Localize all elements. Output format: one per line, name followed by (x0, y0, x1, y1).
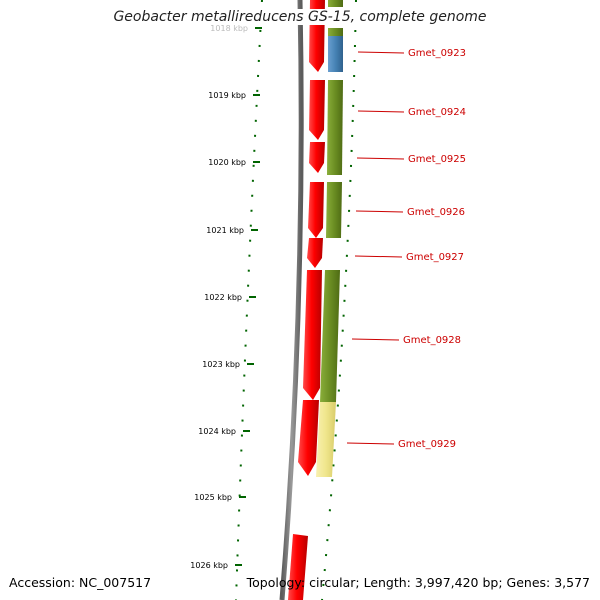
ruler: 1018 kbp 1019 kbp 1020 kbp 1021 kbp 1022 kbp… (190, 24, 262, 570)
gene-leader-line (354, 255, 403, 258)
cog-block-green (320, 270, 340, 402)
genome-stats-text: Topology: circular; Length: 3,997,420 bp… (246, 575, 590, 590)
map-title: Geobacter metallireducens GS-15, complet… (0, 9, 600, 25)
cds-arrow (303, 270, 322, 400)
gene-label[interactable]: Gmet_0928 (403, 335, 461, 346)
tick-ring-outer (321, 0, 357, 600)
ruler-tick-label: 1025 kbp (194, 493, 232, 502)
cds-arrow (309, 142, 325, 173)
cog-track (316, 0, 343, 477)
cog-block-yellow (316, 402, 336, 477)
ruler-tick-label: 1021 kbp (206, 226, 244, 235)
cog-block-green (328, 28, 343, 36)
cog-block-green (326, 182, 342, 238)
cds-arrow (308, 182, 324, 238)
gene-label[interactable]: Gmet_0927 (406, 252, 464, 263)
gene-label[interactable]: Gmet_0926 (407, 207, 465, 218)
ruler-tick-label: 1024 kbp (198, 427, 236, 436)
ruler-tick-label: 1019 kbp (208, 91, 246, 100)
gene-leader-line (357, 51, 405, 54)
gene-leader-line (346, 442, 395, 445)
ruler-tick-label: 1018 kbp (210, 24, 248, 33)
ruler-tick-label: 1026 kbp (190, 561, 228, 570)
cog-block-blue (328, 36, 343, 72)
tick-ring-inner (235, 0, 263, 600)
cog-block-green (327, 80, 343, 175)
gene-label[interactable]: Gmet_0929 (398, 439, 456, 450)
cds-forward-track (288, 0, 325, 600)
accession-text: Accession: NC_007517 (9, 575, 152, 590)
gene-leader-line (356, 157, 405, 160)
gene-label[interactable]: Gmet_0924 (408, 107, 466, 118)
genome-backbone (279, 0, 304, 600)
gene-label-group: Gmet_0923 Gmet_0924 Gmet_0925 Gmet_0926 Gmet… (346, 48, 466, 450)
cds-arrow (309, 80, 325, 140)
ruler-tick-label: 1023 kbp (202, 360, 240, 369)
gene-label[interactable]: Gmet_0923 (408, 48, 466, 59)
gene-leader-line (351, 338, 400, 341)
ruler-tick-label: 1020 kbp (208, 158, 246, 167)
cds-arrow (288, 534, 308, 600)
ruler-tick-label: 1022 kbp (204, 293, 242, 302)
cds-arrow (307, 238, 323, 268)
cds-arrow (298, 400, 319, 476)
cog-block-green (328, 0, 343, 7)
gene-leader-line (355, 210, 404, 213)
gene-label[interactable]: Gmet_0925 (408, 154, 466, 165)
gene-leader-line (357, 110, 405, 113)
